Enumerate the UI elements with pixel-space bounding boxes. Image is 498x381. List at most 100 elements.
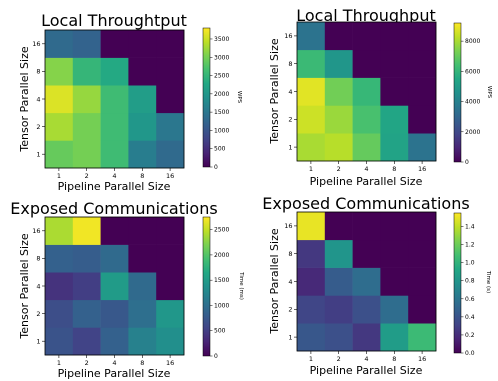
heatmap-cell <box>297 295 326 324</box>
heatmap-cell <box>45 85 74 114</box>
heatmap-cell <box>324 267 353 296</box>
heatmap-cell <box>408 22 437 51</box>
x-tick-label: 2 <box>85 359 89 367</box>
heatmap-cell <box>408 49 437 78</box>
x-tick-label: 16 <box>166 359 174 367</box>
y-tick-label: 16 <box>32 40 40 48</box>
x-tick-labels: 1 2 4 8 16 <box>57 168 174 180</box>
panel-local-throughput-left: Local Throughtput 1 2 4 8 16 1 2 4 8 16 Pipeline… <box>18 11 242 193</box>
x-tick-label: 4 <box>112 359 116 367</box>
heatmap-cell <box>156 85 185 114</box>
heatmap-cell <box>380 77 409 106</box>
colorbar-tick-label: 1000 <box>214 302 229 309</box>
heatmap-cell <box>380 267 409 296</box>
heatmap-cell <box>72 299 101 328</box>
y-tick-labels: 1 2 4 8 16 <box>284 222 297 341</box>
x-tick-label: 1 <box>309 165 313 173</box>
heatmap-cell <box>128 299 157 328</box>
y-axis-label: Tensor Parallel Size <box>18 46 31 152</box>
panel-exposed-comms-left: Exposed Communications 1 2 4 8 16 1 2 4 8 16 Pip… <box>10 199 244 380</box>
heatmap-cell <box>297 212 326 241</box>
colorbar-tick-label: 1.0 <box>465 260 475 267</box>
heatmap-cell <box>408 239 437 268</box>
colorbar-tick-label: 0.4 <box>465 314 475 321</box>
heatmap-cells <box>45 30 185 169</box>
colorbar-tick-label: 0.8 <box>465 278 475 285</box>
y-tick-labels: 1 2 4 8 16 <box>284 32 297 151</box>
colorbar-ticks: 0 500 1000 1500 2000 2500 <box>210 227 229 360</box>
colorbar-tick-label: 1.4 <box>465 224 475 231</box>
heatmap-cell <box>128 272 157 301</box>
heatmap-cell <box>324 133 353 162</box>
heatmap-cell <box>297 77 326 106</box>
y-tick-label: 2 <box>288 116 292 124</box>
y-tick-label: 4 <box>288 88 292 96</box>
colorbar <box>202 27 211 168</box>
x-tick-labels: 1 2 4 8 16 <box>57 355 174 367</box>
y-tick-label: 2 <box>36 123 40 131</box>
heatmap-cells <box>297 212 437 352</box>
heatmap-cell <box>352 212 381 241</box>
colorbar-tick-label: 0.0 <box>465 350 475 357</box>
colorbar-tick-label: 0.6 <box>465 296 475 303</box>
heatmap-cell <box>297 267 326 296</box>
colorbar-ticks: 0 2000 4000 6000 8000 <box>461 38 480 166</box>
colorbar-label: Time (ms) <box>238 271 244 300</box>
colorbar-tick-label: 2500 <box>214 73 229 80</box>
colorbar-tick-label: 500 <box>214 146 226 153</box>
x-tick-label: 2 <box>85 172 89 180</box>
heatmap-cell <box>408 105 437 134</box>
heatmap-cell <box>408 212 437 241</box>
heatmap-cell <box>100 140 129 169</box>
y-tick-label: 4 <box>288 278 292 286</box>
heatmap-cell <box>45 217 74 245</box>
heatmap-cell <box>324 239 353 268</box>
x-tick-label: 8 <box>140 172 144 180</box>
colorbar-tick-label: 3000 <box>214 54 229 61</box>
heatmap-cell <box>156 140 185 169</box>
x-tick-label: 8 <box>392 165 396 173</box>
chart-title: Exposed Communications <box>10 199 217 218</box>
heatmap-cell <box>324 22 353 51</box>
x-tick-label: 4 <box>364 165 368 173</box>
heatmap-cells <box>45 217 185 356</box>
heatmap-cell <box>324 212 353 241</box>
colorbar-tick-label: 1.2 <box>465 242 475 249</box>
heatmap-cell <box>408 133 437 162</box>
heatmap-cell <box>408 323 437 352</box>
y-tick-label: 16 <box>32 227 40 235</box>
heatmap-cell <box>380 22 409 51</box>
heatmap-cell <box>297 22 326 51</box>
heatmap-cell <box>128 244 157 273</box>
x-tick-label: 8 <box>140 359 144 367</box>
y-tick-label: 1 <box>288 333 292 341</box>
heatmap-cell <box>380 295 409 324</box>
y-tick-label: 1 <box>36 338 40 346</box>
colorbar-tick-label: 0.2 <box>465 332 475 339</box>
heatmap-cell <box>408 267 437 296</box>
colorbar-tick-label: 1000 <box>214 127 229 134</box>
colorbar <box>202 216 211 357</box>
heatmap-cell <box>352 133 381 162</box>
heatmap-cell <box>100 327 129 356</box>
panel-local-throughput-right: Local Throughput 1 2 4 8 16 1 2 4 8 16 Pipeline … <box>268 6 492 188</box>
heatmap-cell <box>128 327 157 356</box>
heatmap-cell <box>156 244 185 273</box>
x-tick-label: 16 <box>418 165 426 173</box>
y-tick-label: 8 <box>36 255 40 263</box>
y-tick-label: 4 <box>36 282 40 290</box>
y-tick-label: 8 <box>288 250 292 258</box>
colorbar-tick-label: 1500 <box>214 277 229 284</box>
heatmap-cell <box>72 327 101 356</box>
heatmap-cell <box>380 49 409 78</box>
heatmap-cell <box>156 217 185 245</box>
chart-title: Exposed Communications <box>262 194 469 213</box>
colorbar-tick-label: 0 <box>214 353 218 360</box>
heatmap-cell <box>408 295 437 324</box>
heatmap-cell <box>72 244 101 273</box>
heatmap-cell <box>297 49 326 78</box>
x-tick-label: 16 <box>418 355 426 363</box>
heatmap-cell <box>352 323 381 352</box>
heatmap-cell <box>324 323 353 352</box>
heatmap-cell <box>72 57 101 86</box>
